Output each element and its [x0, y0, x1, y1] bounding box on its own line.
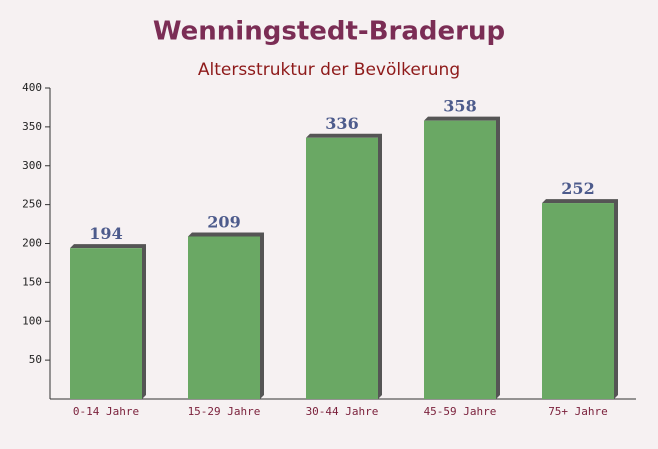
bar — [306, 137, 378, 399]
y-tick-label: 400 — [22, 81, 42, 94]
bar — [424, 120, 496, 399]
y-tick-label: 100 — [22, 314, 42, 327]
value-label: 252 — [561, 179, 594, 198]
bar — [70, 248, 142, 399]
x-tick-label: 15-29 Jahre — [188, 405, 261, 418]
bar — [542, 203, 614, 399]
y-tick-label: 150 — [22, 275, 42, 288]
value-label: 209 — [207, 213, 240, 232]
x-tick-label: 30-44 Jahre — [306, 405, 379, 418]
x-tick-label: 0-14 Jahre — [73, 405, 139, 418]
value-label: 336 — [325, 114, 358, 133]
bar — [188, 236, 260, 399]
chart-title: Wenningstedt-Braderup — [153, 17, 505, 47]
value-label: 194 — [89, 224, 122, 243]
x-tick-label: 45-59 Jahre — [424, 405, 497, 418]
y-tick-label: 50 — [29, 353, 42, 366]
x-tick-label: 75+ Jahre — [548, 405, 608, 418]
y-tick-label: 350 — [22, 120, 42, 133]
y-tick-label: 200 — [22, 237, 42, 250]
y-tick-label: 250 — [22, 198, 42, 211]
y-tick-label: 300 — [22, 159, 42, 172]
chart-subtitle: Altersstruktur der Bevölkerung — [198, 60, 460, 80]
value-label: 358 — [443, 97, 476, 116]
